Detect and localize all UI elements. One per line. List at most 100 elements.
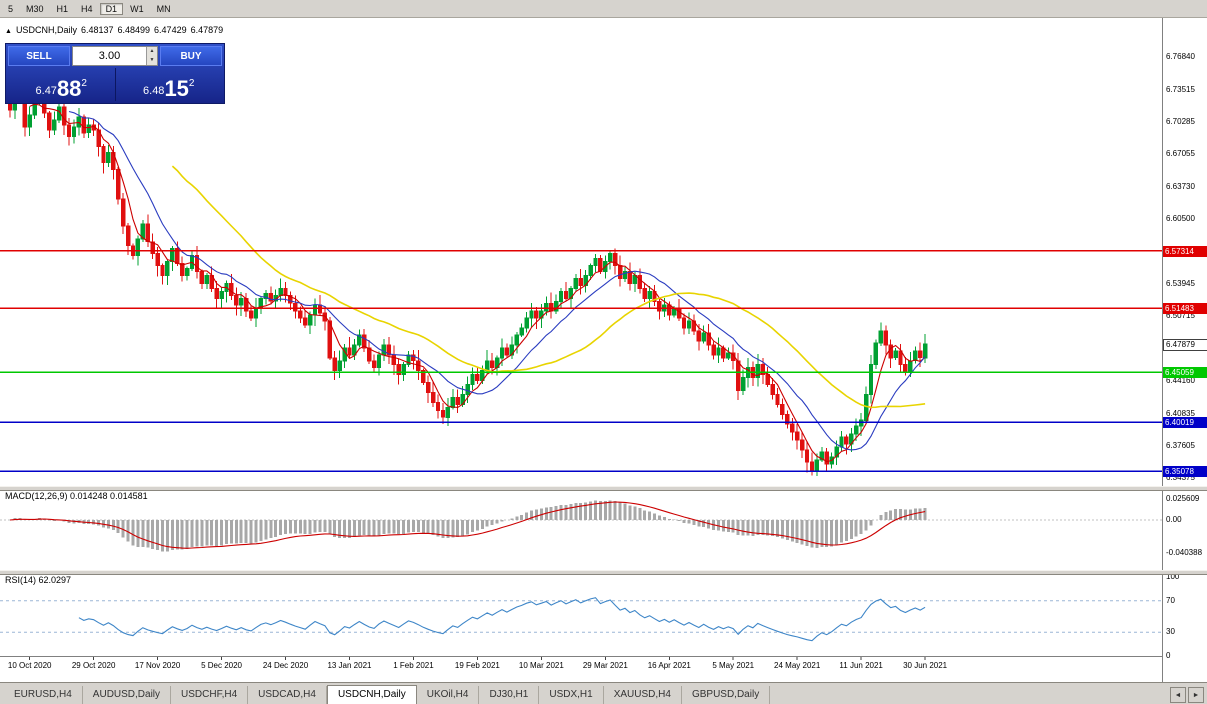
rsi-level-label: 30 — [1166, 627, 1175, 637]
horizontal-lines-layer[interactable] — [0, 249, 1162, 472]
chart-tab-gbpusd-daily[interactable]: GBPUSD,Daily — [682, 686, 771, 704]
price-axis-label: 6.70285 — [1166, 116, 1195, 126]
time-axis-label: 24 May 2021 — [774, 661, 821, 670]
sell-price-sup: 2 — [81, 78, 87, 89]
time-axis-label: 1 Feb 2021 — [393, 661, 434, 670]
ohlc-open: 6.48137 — [80, 25, 114, 35]
macd-histogram — [13, 500, 927, 552]
price-axis: 6.76840 6.73515 6.70285 6.67055 6.63730 6.605… — [1162, 18, 1207, 682]
price-axis-label: 6.50715 — [1166, 310, 1195, 320]
price-axis-label: 6.73515 — [1166, 84, 1195, 94]
price-axis-label: 6.67055 — [1166, 149, 1195, 158]
timeframe-toolbar: 5 M30 H1 H4 D1 W1 MN — [0, 0, 1207, 18]
buy-price-prefix: 6.48 — [143, 85, 165, 97]
macd-axis-label: 0.025609 — [1166, 494, 1200, 503]
chart-tab-usdchf-h4[interactable]: USDCHF,H4 — [171, 686, 249, 704]
tab-scroll-right-icon[interactable]: ► — [1188, 687, 1204, 703]
timeframe-button-m30[interactable]: M30 — [26, 3, 44, 14]
time-axis-label: 30 Jun 2021 — [903, 661, 948, 670]
price-chart[interactable] — [0, 0, 1162, 682]
macd-signal-line — [9, 501, 926, 549]
chart-tab-eurusd-h4[interactable]: EURUSD,H4 — [4, 686, 83, 704]
price-axis-label: 6.76840 — [1166, 52, 1195, 61]
buy-price-sup: 2 — [188, 78, 195, 89]
time-axis-label: 24 Dec 2020 — [262, 661, 309, 670]
macd-axis-label: 0.00 — [1166, 515, 1182, 524]
buy-price-big: 15 — [164, 76, 189, 101]
price-line-tag: 6.51483 — [1163, 303, 1207, 315]
tab-scroll-left-icon[interactable]: ◄ — [1170, 687, 1186, 703]
time-axis-label: 19 Feb 2021 — [454, 661, 500, 670]
time-axis-separator — [0, 656, 1162, 657]
chart-tab-dj30-h1[interactable]: DJ30,H1 — [479, 686, 540, 704]
time-axis-label: 11 Jun 2021 — [839, 661, 883, 670]
chart-tab-usdcnh-daily[interactable]: USDCNH,Daily — [326, 685, 417, 704]
timeframe-button-h1[interactable]: H1 — [56, 3, 69, 14]
time-axis-label: 13 Jan 2021 — [327, 661, 372, 670]
time-axis-label: 17 Nov 2020 — [134, 661, 181, 670]
chart-symbol-period: USDCNH,Daily — [15, 25, 77, 35]
price-axis-label: 6.53945 — [1166, 278, 1195, 288]
time-axis-label: 29 Mar 2021 — [582, 661, 628, 670]
buy-price-display[interactable]: 6.48 15 2 — [116, 68, 223, 101]
time-axis: 10 Oct 2020 29 Oct 2020 17 Nov 2020 5 Dec 2… — [0, 659, 1162, 677]
price-axis-label: 6.40835 — [1166, 408, 1195, 418]
macd-label: MACD(12,26,9) 0.014248 0.014581 — [5, 491, 148, 501]
panel-separator-macd[interactable] — [0, 486, 1207, 491]
price-line-tag: 6.45059 — [1163, 367, 1207, 379]
macd-axis-label: -0.040388 — [1166, 548, 1203, 558]
rsi-level-label: 100 — [1166, 572, 1180, 581]
price-axis-label: 6.60500 — [1166, 213, 1195, 223]
timeframe-button-h4[interactable]: H4 — [81, 3, 93, 14]
rsi-level-label: 70 — [1166, 595, 1175, 605]
chart-tab-xauusd-h4[interactable]: XAUUSD,H4 — [604, 686, 682, 704]
time-axis-label: 5 Dec 2020 — [201, 661, 242, 670]
chart-info-bar: ▲ USDCNH,Daily 6.48137 6.48499 6.47429 6.4787… — [5, 25, 227, 35]
timeframe-button-mn[interactable]: MN — [156, 3, 171, 14]
ohlc-low: 6.47429 — [154, 25, 187, 35]
sell-price-display[interactable]: 6.47 88 2 — [8, 68, 115, 101]
chart-tab-usdcad-h4[interactable]: USDCAD,H4 — [248, 686, 327, 704]
price-axis-label: 6.63730 — [1166, 181, 1195, 191]
price-axis-label: 6.34375 — [1166, 472, 1195, 482]
ma-13-line — [68, 110, 926, 451]
sell-button[interactable]: SELL — [8, 46, 70, 66]
volume-up-icon[interactable]: ▲ — [146, 47, 157, 56]
price-line-tag: 6.57314 — [1163, 245, 1207, 257]
time-axis-label: 5 May 2021 — [712, 661, 755, 670]
one-click-trading-panel: SELL 3.00 ▲ ▼ BUY 6.47 88 2 6.48 15 2 — [5, 43, 225, 104]
chart-tab-bar: EURUSD,H4 AUDUSD,Daily USDCHF,H4 USDCAD,H4 U… — [0, 682, 1207, 704]
ohlc-high: 6.48499 — [117, 25, 151, 35]
candles-layer — [7, 74, 928, 477]
price-axis-label: 6.44160 — [1166, 375, 1195, 385]
price-line-tag: 6.35078 — [1163, 466, 1207, 478]
time-axis-label: 10 Mar 2021 — [518, 661, 564, 670]
timeframe-button-5[interactable]: 5 — [8, 3, 14, 14]
time-axis-label: 29 Oct 2020 — [71, 661, 116, 670]
price-axis-label: 6.37605 — [1166, 440, 1195, 450]
time-axis-label: 10 Oct 2020 — [7, 661, 52, 670]
chart-tab-ukoil-h4[interactable]: UKOil,H4 — [417, 686, 480, 704]
timeframe-button-w1[interactable]: W1 — [130, 3, 144, 14]
tab-scroll-controls: ◄ ► — [1170, 687, 1204, 703]
ma-5-line — [29, 103, 926, 463]
chart-tab-usdx-h1[interactable]: USDX,H1 — [539, 686, 604, 704]
time-axis-label: 16 Apr 2021 — [647, 661, 691, 670]
chart-tab-audusd-daily[interactable]: AUDUSD,Daily — [83, 686, 172, 704]
volume-down-icon[interactable]: ▼ — [146, 56, 157, 65]
rsi-label: RSI(14) 62.0297 — [5, 575, 72, 585]
volume-spinner: ▲ ▼ — [146, 47, 157, 65]
current-price-tag: 6.47879 — [1163, 339, 1207, 352]
volume-input[interactable]: 3.00 ▲ ▼ — [72, 46, 158, 66]
rsi-line — [78, 597, 926, 642]
timeframe-button-d1[interactable]: D1 — [99, 2, 124, 15]
volume-value: 3.00 — [98, 50, 121, 62]
sell-price-big: 88 — [56, 76, 82, 101]
buy-button[interactable]: BUY — [160, 46, 222, 66]
ohlc-close: 6.47879 — [190, 25, 224, 35]
panel-separator-rsi[interactable] — [0, 570, 1207, 575]
price-line-tag: 6.40019 — [1163, 417, 1207, 429]
rsi-level-label: 0 — [1166, 651, 1171, 660]
collapse-trade-panel-icon[interactable]: ▲ — [5, 28, 12, 35]
